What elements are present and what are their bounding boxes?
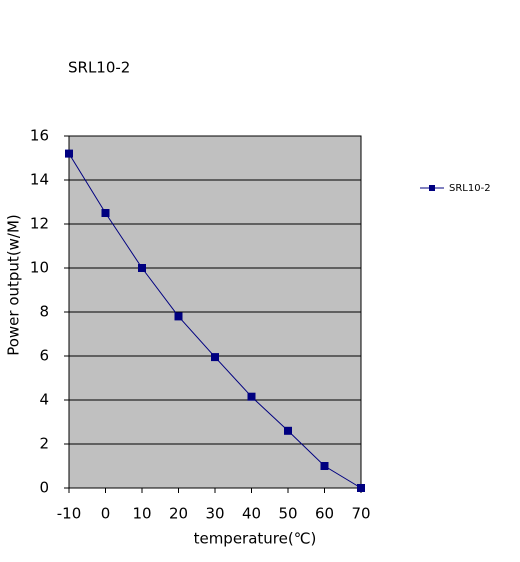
data-point [247, 392, 256, 401]
x-tick-label: -10 [57, 505, 82, 523]
y-tick-label: 16 [30, 127, 49, 145]
x-tick-label: 30 [205, 505, 224, 523]
y-tick-label: 4 [39, 391, 49, 409]
x-tick-label: 60 [315, 505, 334, 523]
y-tick-label: 10 [30, 259, 49, 277]
data-point [65, 149, 73, 158]
x-tick-label: 0 [101, 505, 111, 523]
data-point [101, 209, 110, 217]
data-point [320, 462, 329, 470]
x-tick-label: 50 [278, 505, 297, 523]
plot-border [68, 135, 362, 489]
x-axis-label: temperature(℃) [194, 530, 317, 548]
legend-label: SRL10-2 [449, 183, 491, 194]
y-tick-label: 2 [39, 435, 49, 453]
data-point [174, 312, 183, 321]
y-tick-label: 14 [30, 171, 49, 189]
data-point [284, 426, 292, 435]
legend-marker [429, 185, 435, 191]
y-axis-label: Power output(w/M) [5, 214, 23, 356]
chart-title: SRL10-2 [68, 59, 130, 77]
x-tick-label: 40 [242, 505, 261, 523]
x-tick-label: 70 [351, 505, 370, 523]
data-point [138, 264, 146, 272]
data-point [357, 484, 365, 492]
y-tick-label: 6 [39, 347, 49, 365]
x-tick-label: 10 [132, 505, 151, 523]
data-point [211, 353, 219, 362]
x-tick-label: 20 [169, 505, 188, 523]
y-tick-label: 0 [39, 479, 49, 497]
y-tick-label: 8 [39, 303, 49, 321]
y-tick-label: 12 [30, 215, 49, 233]
